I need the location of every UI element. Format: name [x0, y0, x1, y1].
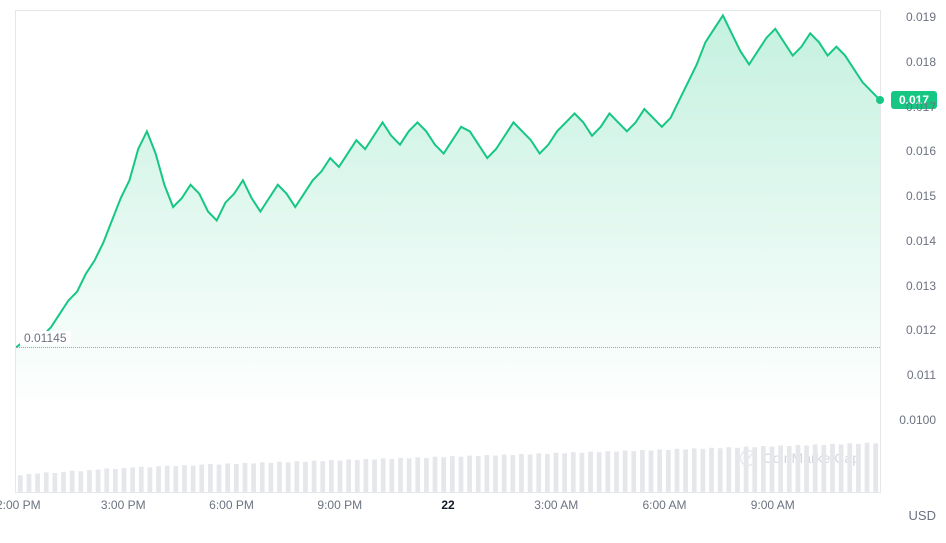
- y-tick-label: 0.015: [906, 189, 936, 203]
- volume-bars-svg: [16, 422, 880, 492]
- x-axis: 12:00 PM3:00 PM6:00 PM9:00 PM223:00 AM6:…: [15, 498, 881, 518]
- x-tick-label: 6:00 AM: [642, 498, 686, 512]
- y-tick-label: 0.017: [906, 100, 936, 114]
- price-chart[interactable]: 0.01145 0.017 CoinMarketCap: [16, 11, 880, 412]
- y-tick-label: 0.012: [906, 323, 936, 337]
- y-tick-label: 0.019: [906, 10, 936, 24]
- x-tick-label: 12:00 PM: [0, 498, 41, 512]
- line-end-dot: [876, 96, 884, 104]
- currency-label: USD: [909, 508, 936, 523]
- y-tick-label: 0.0100: [899, 413, 936, 427]
- y-tick-label: 0.014: [906, 234, 936, 248]
- baseline-label: 0.01145: [20, 331, 71, 345]
- x-tick-label: 3:00 PM: [101, 498, 146, 512]
- volume-chart[interactable]: [16, 422, 880, 492]
- x-tick-label: 9:00 AM: [751, 498, 795, 512]
- x-tick-label: 3:00 AM: [534, 498, 578, 512]
- y-tick-label: 0.018: [906, 55, 936, 69]
- y-tick-label: 0.013: [906, 279, 936, 293]
- x-tick-label: 9:00 PM: [317, 498, 362, 512]
- x-tick-label: 6:00 PM: [209, 498, 254, 512]
- baseline-dotted-line: [16, 347, 880, 348]
- y-axis: 0.019 0.018 0.017 0.016 0.015 0.014 0.013 0.012…: [886, 10, 936, 493]
- chart-container[interactable]: 0.01145 0.017 CoinMarketCap: [15, 10, 881, 493]
- x-tick-label: 22: [441, 498, 454, 512]
- y-tick-label: 0.016: [906, 144, 936, 158]
- price-line-svg: [16, 11, 880, 412]
- y-tick-label: 0.011: [907, 368, 936, 382]
